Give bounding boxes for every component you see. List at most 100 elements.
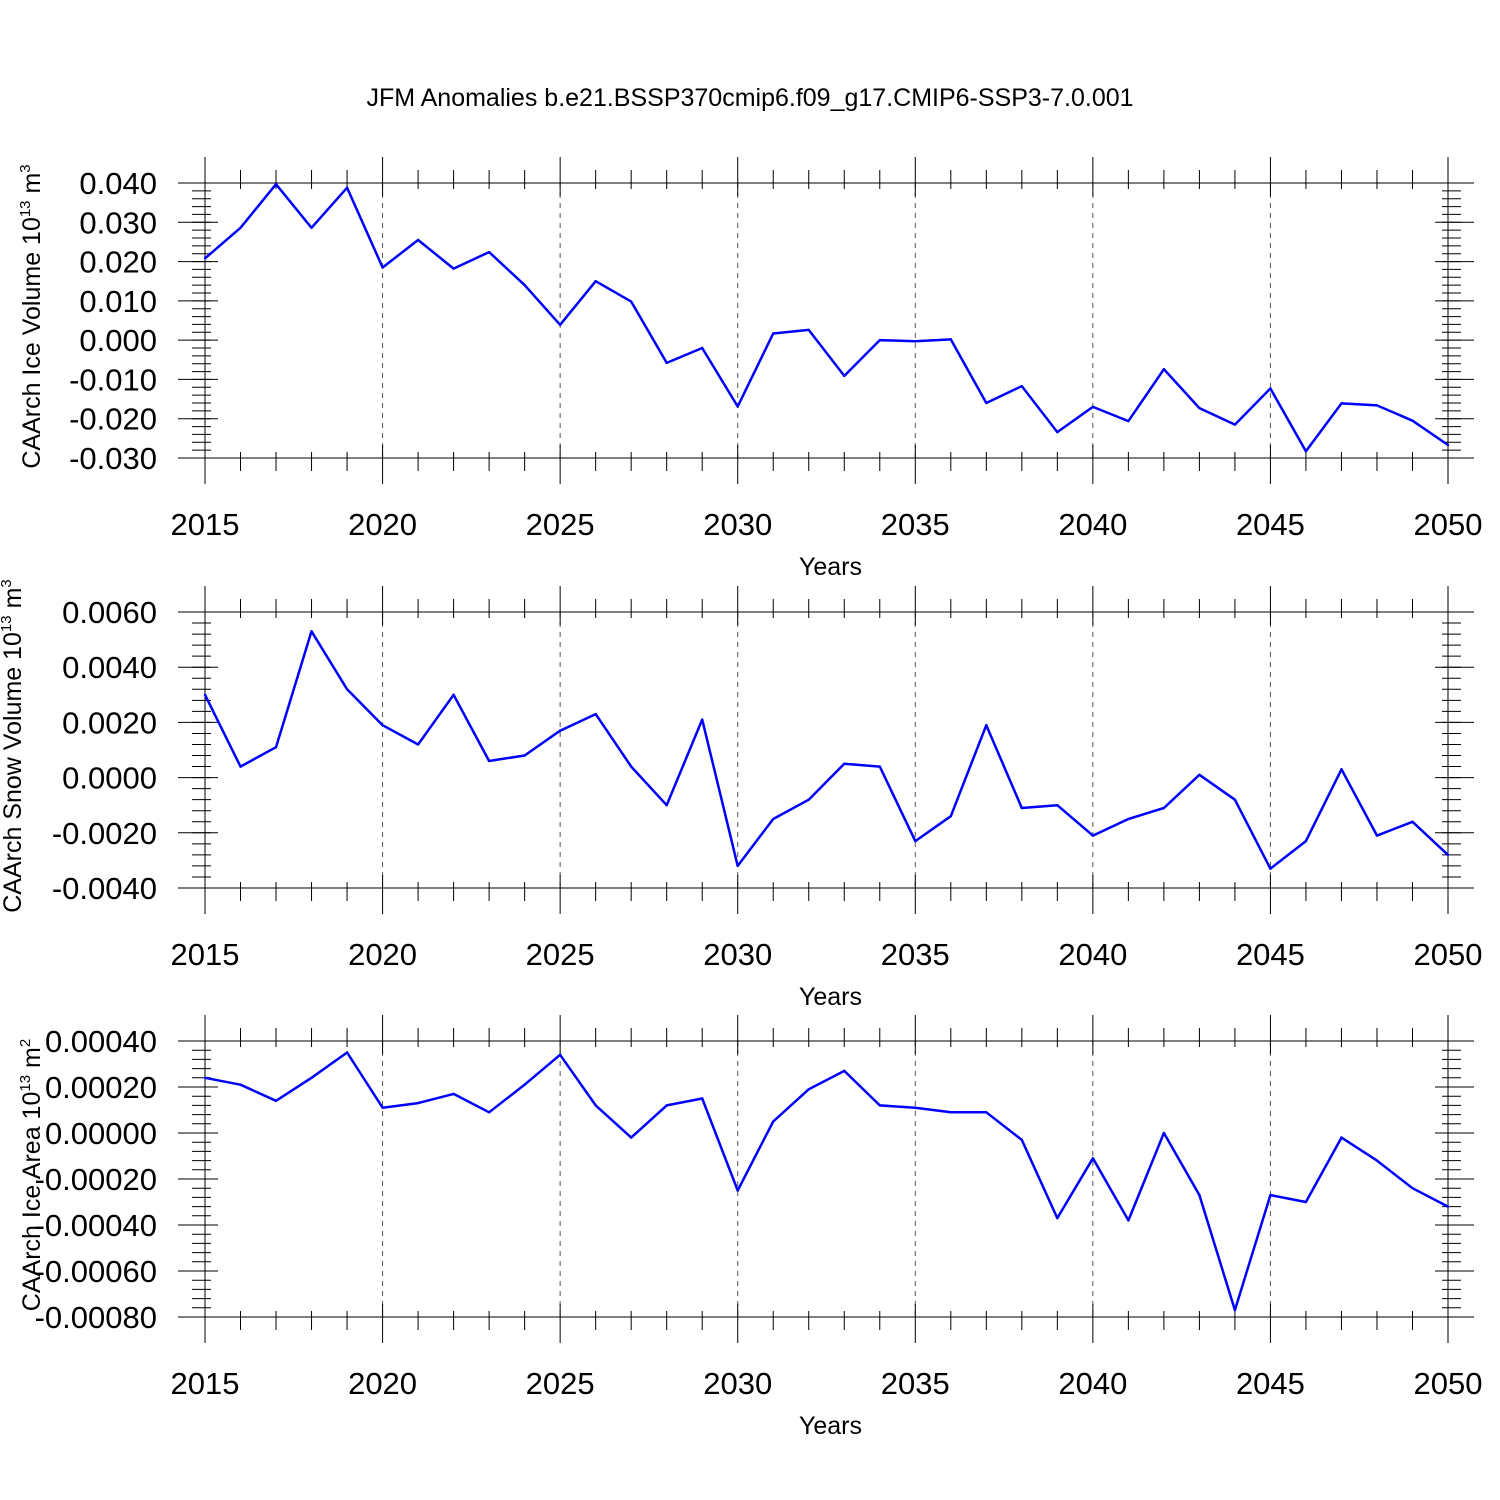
x-tick-label: 2025 — [526, 1366, 595, 1401]
data-point — [1127, 419, 1130, 423]
y-tick-label: 0.0020 — [62, 705, 157, 740]
data-point — [1056, 804, 1059, 807]
data-point — [985, 401, 988, 405]
y-tick-label: 0.0040 — [62, 650, 157, 685]
series-line — [204, 1051, 1449, 1312]
data-point — [558, 729, 562, 732]
x-tick-label: 2040 — [1058, 1366, 1127, 1401]
data-point — [381, 1106, 384, 1109]
data-point — [487, 250, 491, 254]
y-tick-label: -0.00020 — [35, 1162, 157, 1197]
data-point — [1056, 1216, 1059, 1220]
data-point — [1198, 773, 1201, 777]
data-point — [1304, 450, 1308, 453]
panel-ice-area: 0.00040 0.00020 0.00000 -0.00020 -0.00040 -0.… — [17, 1015, 1482, 1440]
data-point — [1411, 820, 1414, 823]
data-point — [310, 226, 313, 229]
x-tick-label: 2035 — [881, 1366, 950, 1401]
y-tick-label: 0.020 — [79, 245, 157, 280]
x-tick-label: 2045 — [1236, 1366, 1305, 1401]
data-point — [1233, 423, 1237, 426]
data-point — [1375, 834, 1379, 837]
data-point — [772, 1120, 775, 1123]
data-point — [914, 1106, 917, 1109]
y-tick-label: -0.0020 — [52, 816, 157, 851]
y-tick-label: -0.00060 — [35, 1254, 157, 1289]
series-line — [203, 630, 1449, 870]
data-point — [1411, 1187, 1414, 1190]
data-point — [345, 186, 349, 189]
data-point — [736, 1189, 739, 1192]
data-point — [1127, 817, 1130, 821]
data-point — [1056, 430, 1059, 434]
y-axis-label: CAArch Ice Volume 1013 m3 — [17, 164, 46, 468]
data-point — [949, 338, 952, 341]
data-point — [1340, 402, 1343, 405]
y-tick-label: 0.010 — [79, 284, 157, 319]
data-point — [701, 1097, 704, 1100]
x-tick-label: 2040 — [1058, 937, 1127, 972]
data-point — [736, 405, 739, 408]
data-point — [1020, 1138, 1024, 1142]
y-tick-label: -0.010 — [69, 362, 157, 397]
data-point — [878, 1104, 881, 1107]
data-point — [1198, 406, 1201, 410]
y-tick-label: 0.030 — [79, 205, 157, 240]
x-tick-label: 2050 — [1414, 507, 1483, 542]
data-point — [381, 723, 384, 727]
data-point — [665, 1104, 668, 1107]
x-axis-label: Years — [799, 553, 862, 581]
data-point — [523, 754, 526, 757]
data-point — [665, 361, 668, 365]
data-point — [1411, 419, 1414, 422]
data-point — [523, 1083, 526, 1086]
x-tick-label: 2020 — [348, 1366, 417, 1401]
data-point — [1091, 405, 1095, 409]
x-tick-label: 2030 — [703, 1366, 772, 1401]
data-point — [203, 1076, 207, 1080]
data-point — [772, 817, 775, 821]
x-tick-label: 2015 — [171, 507, 240, 542]
data-point — [452, 267, 455, 270]
data-point — [381, 266, 384, 269]
y-tick-label: 0.040 — [79, 166, 157, 201]
y-tick-label: 0.0000 — [62, 761, 157, 796]
data-point — [1375, 404, 1379, 407]
data-point — [239, 765, 242, 768]
data-point — [452, 1092, 455, 1096]
panel-ice-volume: 0.040 0.030 0.020 0.010 0.000 -0.010 -0.020 -0.… — [17, 157, 1482, 581]
data-point — [523, 283, 526, 287]
data-point — [1020, 384, 1024, 388]
panel-snow-volume: 0.0060 0.0040 0.0020 0.0000 -0.0020 -0.0040 20… — [0, 579, 1482, 1011]
data-point — [594, 280, 597, 283]
y-axis-label: CAArch Snow Volume 1013 m3 — [0, 579, 27, 913]
x-tick-label: 2050 — [1414, 1366, 1483, 1401]
y-tick-label: 0.0060 — [62, 595, 157, 630]
x-tick-label: 2030 — [703, 507, 772, 542]
data-point — [203, 693, 207, 696]
data-point — [985, 1111, 988, 1114]
data-point — [487, 759, 491, 763]
data-point — [949, 1111, 952, 1114]
data-point — [807, 328, 810, 332]
data-point — [416, 743, 420, 746]
data-point — [843, 762, 846, 765]
y-tick-label: 0.00020 — [45, 1070, 157, 1105]
data-point — [1446, 1205, 1450, 1208]
data-point — [1198, 1193, 1201, 1197]
data-point — [1162, 1131, 1166, 1135]
data-point — [558, 1053, 562, 1057]
data-point — [843, 374, 846, 378]
data-point — [1162, 368, 1166, 371]
x-tick-label: 2015 — [171, 937, 240, 972]
data-point — [878, 338, 881, 342]
data-point — [1269, 867, 1272, 870]
data-point — [949, 815, 952, 818]
data-point — [807, 1088, 810, 1091]
data-point — [736, 864, 739, 868]
data-point — [1375, 1159, 1379, 1162]
data-point — [1304, 839, 1308, 843]
data-point — [487, 1111, 491, 1114]
data-point — [274, 1099, 278, 1103]
y-tick-label: -0.00040 — [35, 1208, 157, 1243]
